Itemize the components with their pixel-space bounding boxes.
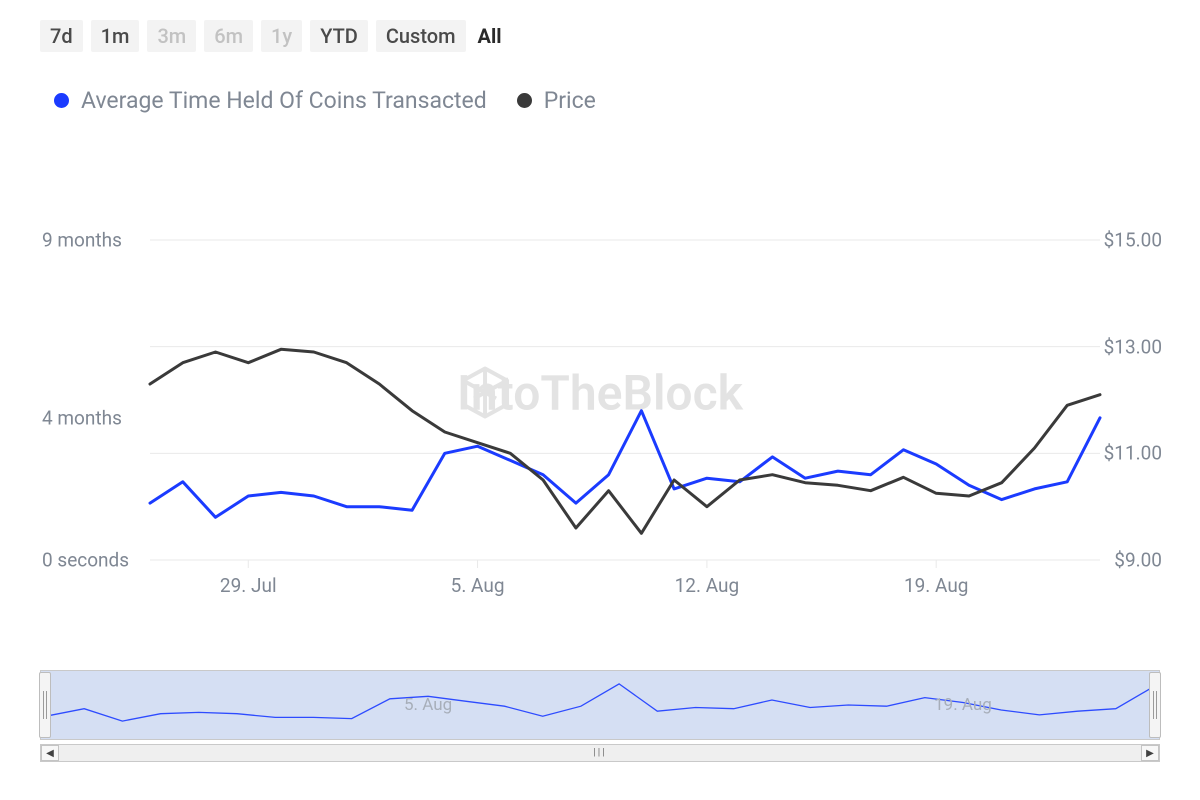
chart-legend: Average Time Held Of Coins Transacted Pri… xyxy=(0,70,1200,130)
navigator-handle-left[interactable] xyxy=(39,672,51,738)
legend-item-0[interactable]: Average Time Held Of Coins Transacted xyxy=(54,87,487,114)
x-label: 19. Aug xyxy=(904,574,969,597)
legend-label: Price xyxy=(544,87,596,114)
legend-item-1[interactable]: Price xyxy=(517,87,596,114)
range-btn-custom[interactable]: Custom xyxy=(376,20,466,52)
legend-label: Average Time Held Of Coins Transacted xyxy=(81,87,487,114)
y-right-label: $11.00 xyxy=(1104,442,1162,465)
range-btn-1y: 1y xyxy=(261,20,302,52)
y-left-label: 9 months xyxy=(42,229,122,252)
y-left-label: 4 months xyxy=(42,406,122,429)
range-btn-ytd[interactable]: YTD xyxy=(310,20,368,52)
main-chart: IntoTheBlock 0 seconds4 months9 months$9… xyxy=(40,200,1160,620)
y-left-label: 0 seconds xyxy=(42,549,129,572)
navigator-scrollbar[interactable]: ◀ ||| ▶ xyxy=(40,744,1160,762)
range-btn-all[interactable]: All xyxy=(474,20,506,52)
x-label: 29. Jul xyxy=(220,574,277,597)
legend-dot-icon xyxy=(517,93,532,108)
scroll-right-button[interactable]: ▶ xyxy=(1141,745,1159,761)
chart-navigator[interactable]: 5. Aug 19. Aug ◀ ||| ▶ xyxy=(40,670,1160,762)
range-btn-3m: 3m xyxy=(147,20,196,52)
navigator-canvas xyxy=(40,670,1160,742)
y-right-label: $9.00 xyxy=(1114,549,1162,572)
x-label: 12. Aug xyxy=(675,574,740,597)
navigator-x-label: 19. Aug xyxy=(934,695,992,715)
y-right-label: $15.00 xyxy=(1104,229,1162,252)
time-range-selector: 7d1m3m6m1yYTDCustomAll xyxy=(0,14,1200,58)
legend-dot-icon xyxy=(54,93,69,108)
range-btn-1m[interactable]: 1m xyxy=(91,20,140,52)
range-btn-6m: 6m xyxy=(204,20,253,52)
navigator-x-label: 5. Aug xyxy=(404,695,452,715)
chart-canvas xyxy=(40,200,1160,620)
y-right-label: $13.00 xyxy=(1104,335,1162,358)
scroll-grip-icon: ||| xyxy=(593,748,606,759)
scroll-left-button[interactable]: ◀ xyxy=(41,745,59,761)
x-label: 5. Aug xyxy=(451,574,505,597)
navigator-handle-right[interactable] xyxy=(1149,672,1161,738)
range-btn-7d[interactable]: 7d xyxy=(40,20,83,52)
